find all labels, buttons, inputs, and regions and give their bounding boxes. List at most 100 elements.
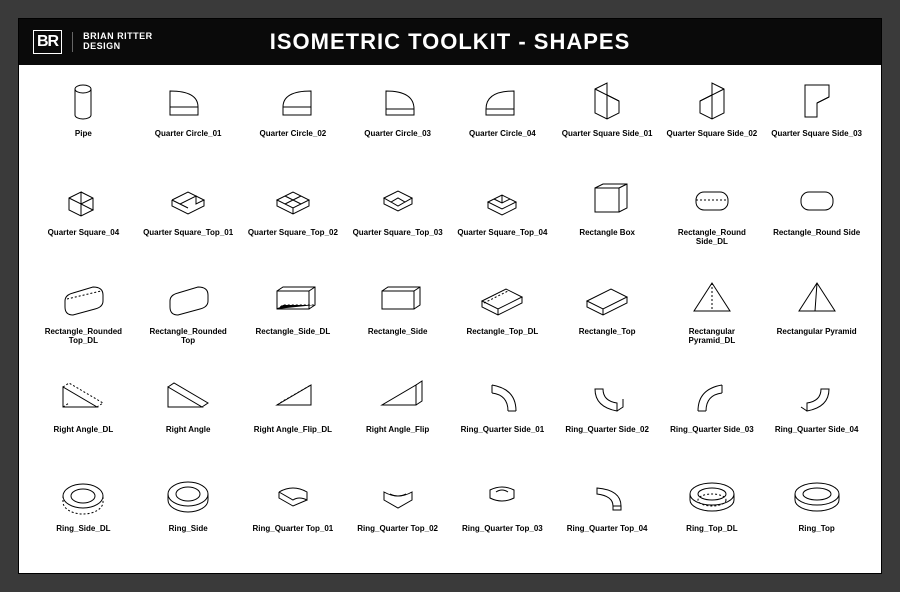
shape-label: Quarter Circle_03 bbox=[364, 129, 431, 138]
shape-cell-qst02: Quarter Square_Top_02 bbox=[243, 174, 344, 271]
shape-icon-rtd bbox=[469, 273, 535, 325]
shape-icon-qst03 bbox=[365, 174, 431, 226]
shape-icon-ringsd bbox=[50, 470, 116, 522]
shape-label: Right Angle_Flip bbox=[366, 425, 429, 434]
shape-cell-rt: Rectangle_Top bbox=[557, 273, 658, 370]
shape-label: Rectangle Box bbox=[579, 228, 635, 237]
shape-label: Rectangle_Rounded Top bbox=[142, 327, 234, 345]
shape-icon-rqt4 bbox=[574, 470, 640, 522]
shape-cell-rrt: Rectangle_Rounded Top bbox=[138, 273, 239, 370]
shape-icon-ringtd bbox=[679, 470, 745, 522]
shape-label: Right Angle_DL bbox=[54, 425, 114, 434]
header-bar: BR BRIAN RITTER DESIGN ISOMETRIC TOOLKIT… bbox=[19, 19, 881, 65]
shape-cell-qss01: Quarter Square Side_01 bbox=[557, 75, 658, 172]
shape-label: Rectangle_Round Side_DL bbox=[666, 228, 758, 246]
shape-cell-qc03: Quarter Circle_03 bbox=[347, 75, 448, 172]
shape-label: Quarter Circle_02 bbox=[260, 129, 327, 138]
shape-cell-rsd: Rectangle_Side_DL bbox=[243, 273, 344, 370]
shape-icon-rqs4 bbox=[784, 371, 850, 423]
shape-icon-ra bbox=[155, 371, 221, 423]
shape-label: Rectangle_Top bbox=[579, 327, 636, 336]
shape-cell-rs: Rectangle_Side bbox=[347, 273, 448, 370]
logo-line-2: DESIGN bbox=[83, 42, 153, 52]
logo: BR BRIAN RITTER DESIGN bbox=[33, 30, 153, 54]
shape-icon-rt bbox=[574, 273, 640, 325]
logo-text: BRIAN RITTER DESIGN bbox=[72, 32, 153, 52]
shape-cell-rqs1: Ring_Quarter Side_01 bbox=[452, 371, 553, 468]
shape-cell-rtd: Rectangle_Top_DL bbox=[452, 273, 553, 370]
shape-cell-rafd: Right Angle_Flip_DL bbox=[243, 371, 344, 468]
shape-icon-qss03 bbox=[784, 75, 850, 127]
shape-cell-qc04: Quarter Circle_04 bbox=[452, 75, 553, 172]
shape-cell-rpy: Rectangular Pyramid bbox=[766, 273, 867, 370]
shape-label: Rectangle_Rounded Top_DL bbox=[37, 327, 129, 345]
shape-cell-pipe: Pipe bbox=[33, 75, 134, 172]
shape-icon-qst01 bbox=[155, 174, 221, 226]
shape-label: Quarter Square_Top_03 bbox=[353, 228, 443, 237]
shape-label: Quarter Square Side_02 bbox=[667, 129, 758, 138]
shape-cell-qst04: Quarter Square_Top_04 bbox=[452, 174, 553, 271]
shape-icon-qc02 bbox=[260, 75, 326, 127]
shape-label: Quarter Square_Top_04 bbox=[457, 228, 547, 237]
shape-icon-rad bbox=[50, 371, 116, 423]
shape-label: Ring_Quarter Side_02 bbox=[565, 425, 649, 434]
shape-cell-rectbox: Rectangle Box bbox=[557, 174, 658, 271]
shape-label: Right Angle_Flip_DL bbox=[254, 425, 332, 434]
shape-cell-ringt: Ring_Top bbox=[766, 470, 867, 567]
shape-icon-rqt2 bbox=[365, 470, 431, 522]
shape-cell-qss03: Quarter Square Side_03 bbox=[766, 75, 867, 172]
shape-label: Ring_Top_DL bbox=[686, 524, 737, 533]
shape-label: Right Angle bbox=[166, 425, 211, 434]
shape-cell-ringsd: Ring_Side_DL bbox=[33, 470, 134, 567]
shape-icon-rafd bbox=[260, 371, 326, 423]
shape-label: Ring_Quarter Top_03 bbox=[462, 524, 543, 533]
shape-cell-qst03: Quarter Square_Top_03 bbox=[347, 174, 448, 271]
shape-cell-qss02: Quarter Square Side_02 bbox=[662, 75, 763, 172]
shape-label: Quarter Circle_04 bbox=[469, 129, 536, 138]
shape-icon-qss02 bbox=[679, 75, 745, 127]
shape-icon-rpy bbox=[784, 273, 850, 325]
shape-cell-qst01: Quarter Square_Top_01 bbox=[138, 174, 239, 271]
shape-label: Ring_Quarter Side_04 bbox=[775, 425, 859, 434]
shape-icon-pipe bbox=[50, 75, 116, 127]
shape-label: Quarter Square Side_01 bbox=[562, 129, 653, 138]
shape-label: Ring_Side_DL bbox=[56, 524, 110, 533]
shape-icon-rs bbox=[365, 273, 431, 325]
shape-icon-rrsd bbox=[679, 174, 745, 226]
shape-label: Pipe bbox=[75, 129, 92, 138]
shape-label: Ring_Quarter Top_01 bbox=[252, 524, 333, 533]
shape-icon-qst04 bbox=[469, 174, 535, 226]
shapes-panel: BR BRIAN RITTER DESIGN ISOMETRIC TOOLKIT… bbox=[18, 18, 882, 574]
shape-label: Rectangle_Side bbox=[368, 327, 428, 336]
shape-label: Rectangle_Top_DL bbox=[466, 327, 538, 336]
shape-cell-ra: Right Angle bbox=[138, 371, 239, 468]
shape-label: Rectangular Pyramid_DL bbox=[666, 327, 758, 345]
shape-label: Rectangle_Side_DL bbox=[256, 327, 331, 336]
shape-icon-rqs1 bbox=[469, 371, 535, 423]
shape-icon-rings bbox=[155, 470, 221, 522]
shape-label: Quarter Square_04 bbox=[48, 228, 120, 237]
page-title: ISOMETRIC TOOLKIT - SHAPES bbox=[270, 29, 631, 55]
shape-label: Ring_Side bbox=[169, 524, 208, 533]
shape-label: Ring_Quarter Top_02 bbox=[357, 524, 438, 533]
shape-cell-raf: Right Angle_Flip bbox=[347, 371, 448, 468]
shape-cell-rqt4: Ring_Quarter Top_04 bbox=[557, 470, 658, 567]
shape-label: Rectangular Pyramid bbox=[777, 327, 857, 336]
shape-cell-rad: Right Angle_DL bbox=[33, 371, 134, 468]
shape-cell-rqt2: Ring_Quarter Top_02 bbox=[347, 470, 448, 567]
shape-label: Quarter Square_Top_02 bbox=[248, 228, 338, 237]
shape-icon-rrs bbox=[784, 174, 850, 226]
shape-label: Quarter Square Side_03 bbox=[771, 129, 862, 138]
shape-icon-qc04 bbox=[469, 75, 535, 127]
shape-cell-rqt3: Ring_Quarter Top_03 bbox=[452, 470, 553, 567]
shape-icon-rqt3 bbox=[469, 470, 535, 522]
shape-icon-ringt bbox=[784, 470, 850, 522]
shape-cell-rqt1: Ring_Quarter Top_01 bbox=[243, 470, 344, 567]
shape-cell-rrsd: Rectangle_Round Side_DL bbox=[662, 174, 763, 271]
shape-icon-qss01 bbox=[574, 75, 640, 127]
shape-icon-qc03 bbox=[365, 75, 431, 127]
shape-cell-rpyd: Rectangular Pyramid_DL bbox=[662, 273, 763, 370]
shape-label: Ring_Quarter Side_03 bbox=[670, 425, 754, 434]
shape-icon-qc01 bbox=[155, 75, 221, 127]
shape-cell-qc02: Quarter Circle_02 bbox=[243, 75, 344, 172]
